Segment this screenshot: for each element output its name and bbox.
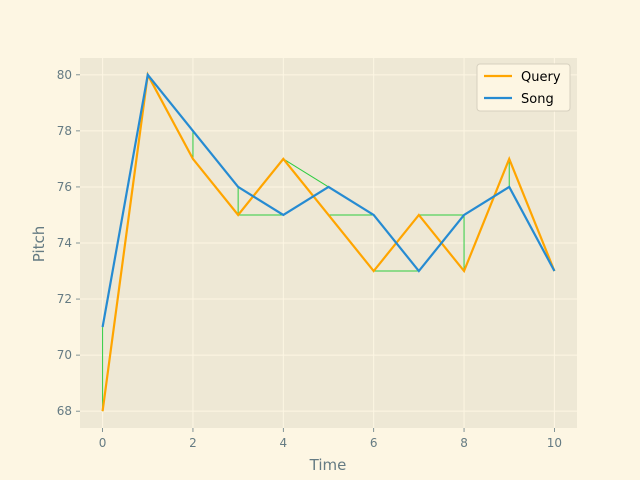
x-tick-label: 4 [279, 436, 287, 450]
y-tick-label: 72 [57, 292, 72, 306]
y-tick-label: 76 [57, 180, 72, 194]
y-tick-label: 68 [57, 404, 72, 418]
x-tick-label: 6 [370, 436, 378, 450]
y-tick-label: 70 [57, 348, 72, 362]
series-group [101, 71, 556, 412]
x-axis-label: Time [309, 456, 347, 474]
alignment-line [283, 158, 329, 188]
x-tick-label: 2 [189, 436, 197, 450]
y-axis-label: Pitch [30, 226, 48, 263]
series-line-song [101, 72, 556, 328]
y-tick-label: 80 [57, 68, 72, 82]
y-tick-label: 74 [57, 236, 72, 250]
x-tick-label: 0 [99, 436, 107, 450]
legend: Query Song [476, 63, 571, 112]
x-tick-label: 10 [547, 436, 562, 450]
legend-label-query: Query [521, 70, 561, 85]
alignment-lines [102, 130, 510, 412]
legend-label-song: Song [521, 92, 554, 107]
x-tick-label: 8 [460, 436, 468, 450]
y-tick-label: 78 [57, 124, 72, 138]
series-line-query [101, 71, 556, 412]
